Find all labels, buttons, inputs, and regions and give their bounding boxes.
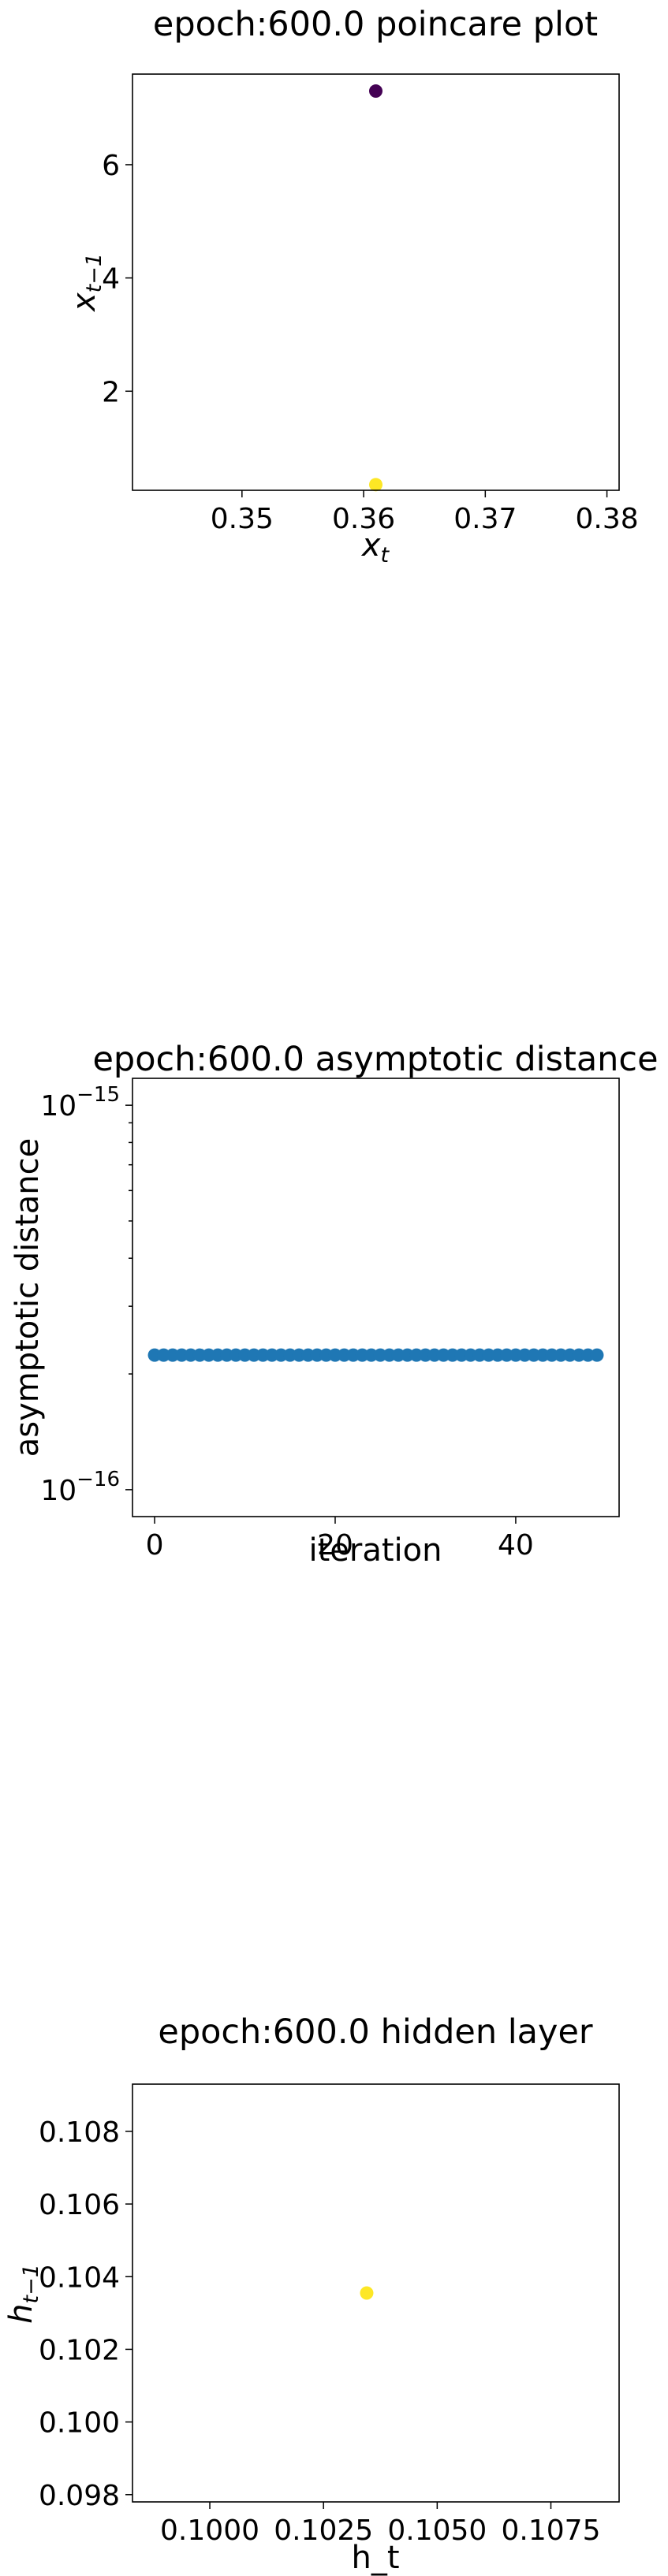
y-tick-label: 4: [102, 263, 120, 296]
chart-title: epoch:600.0 asymptotic distance: [92, 1040, 658, 1079]
plot-area: [132, 73, 620, 491]
y-axis-label: asymptotic distance: [9, 1138, 46, 1457]
x-tick-label: 0: [146, 1529, 164, 1562]
y-tick-label: 0.100: [39, 2407, 120, 2440]
y-axis-label: xt−1: [66, 253, 106, 313]
y-tick-label: 10−16: [40, 1468, 120, 1507]
y-tick-label: 0.106: [39, 2189, 120, 2221]
y-tick-label: 2: [102, 376, 120, 408]
plot-area: [132, 1078, 620, 1517]
y-tick-label: 0.108: [39, 2116, 120, 2149]
asymptotic-distance-chart: epoch:600.0 asymptotic distance 0 20 40 10−…: [9, 1040, 659, 1569]
y-axis-label: ht−1: [3, 2264, 43, 2324]
x-tick-label: 0.36: [332, 503, 395, 535]
chart-title: epoch:600.0 hidden layer: [158, 2012, 593, 2052]
data-point: [590, 1348, 604, 1362]
x-tick-label: 0.35: [211, 503, 274, 535]
x-tick-label: 0.38: [575, 503, 638, 535]
y-tick-label: 0.104: [39, 2261, 120, 2294]
x-tick-label: 20: [317, 1529, 353, 1562]
x-axis-label: h_t: [351, 2540, 399, 2576]
x-tick-label: 0.1025: [274, 2515, 373, 2547]
x-tick-label: 0.1000: [160, 2515, 259, 2547]
poincare-chart: epoch:600.0 poincare plot 0.35 0.36 0.37 0.…: [66, 5, 639, 568]
x-axis-label: xt: [360, 527, 390, 568]
y-tick-label: 6: [102, 150, 120, 182]
x-tick-label: 0.37: [453, 503, 517, 535]
chart-title: epoch:600.0 poincare plot: [153, 5, 598, 44]
x-tick-label: 0.1050: [387, 2515, 487, 2547]
y-tick-label: 0.098: [39, 2480, 120, 2512]
data-point: [369, 84, 383, 99]
hidden-layer-chart: epoch:600.0 hidden layer 0.1000 0.1025 0.1…: [3, 2012, 620, 2576]
x-axis-label: iteration: [309, 1532, 442, 1569]
y-tick-label: 0.102: [39, 2334, 120, 2366]
data-point: [360, 2286, 374, 2300]
y-tick-label: 10−15: [40, 1083, 120, 1122]
plot-area: [132, 2083, 620, 2503]
x-tick-label: 40: [498, 1529, 534, 1562]
data-point: [369, 478, 383, 492]
x-tick-label: 0.1075: [502, 2515, 601, 2547]
